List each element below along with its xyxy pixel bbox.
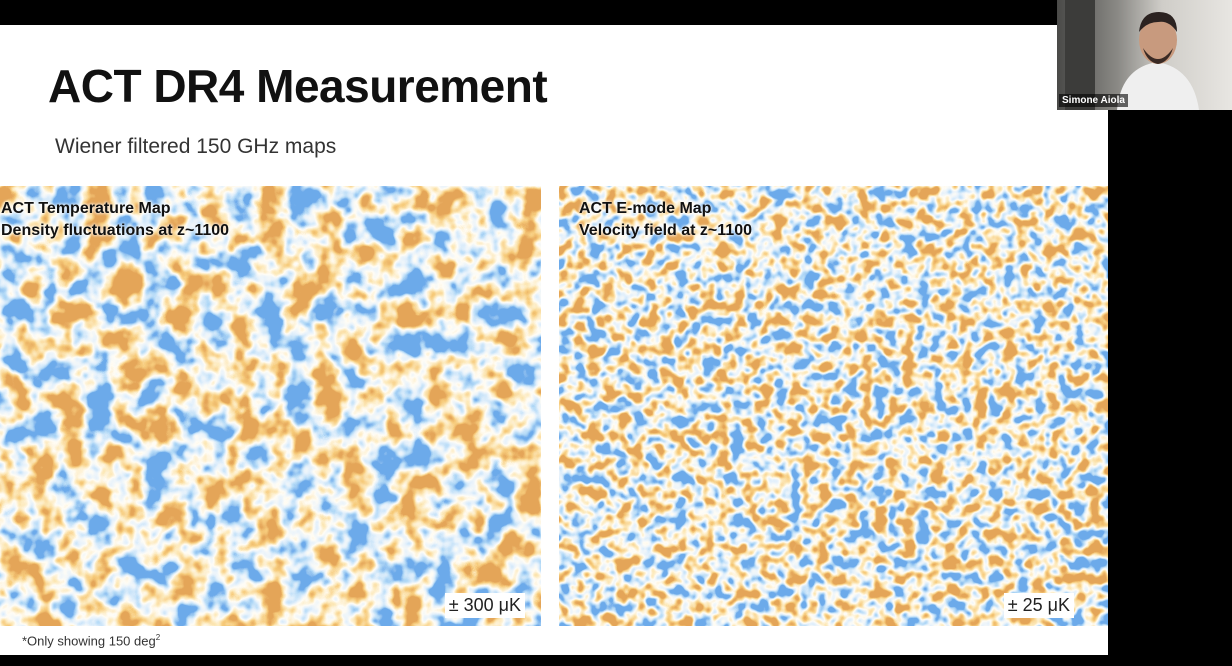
emode-map: ACT E-mode Map Velocity field at z~1100 … [559, 186, 1108, 626]
map-image [559, 186, 1108, 626]
scale-label: ± 300 μK [444, 593, 525, 618]
label-line: Density fluctuations at z~1100 [1, 222, 230, 239]
participant-name: Simone Aiola [1059, 94, 1128, 107]
label-line: ACT E-mode Map [579, 200, 712, 217]
footnote-superscript: 2 [155, 633, 161, 642]
label-line: ACT Temperature Map [1, 200, 171, 217]
map-label: ACT Temperature Map Density fluctuations… [1, 198, 229, 242]
scale-label: ± 25 μK [1003, 593, 1074, 618]
temperature-map: ACT Temperature Map Density fluctuations… [0, 186, 541, 626]
slide-title: ACT DR4 Measurement [48, 60, 548, 112]
slide: ACT DR4 Measurement Wiener filtered 150 … [0, 25, 1108, 655]
map-label: ACT E-mode Map Velocity field at z~1100 [579, 198, 752, 242]
slide-subtitle: Wiener filtered 150 GHz maps [55, 135, 337, 158]
label-line: Velocity field at z~1100 [579, 222, 752, 239]
map-image [0, 186, 541, 626]
participant-video[interactable]: Simone Aiola [1057, 0, 1232, 110]
video-image [1065, 0, 1199, 110]
footnote-text: *Only showing 150 deg [22, 633, 156, 649]
footnote: *Only showing 150 deg2 [22, 633, 160, 648]
